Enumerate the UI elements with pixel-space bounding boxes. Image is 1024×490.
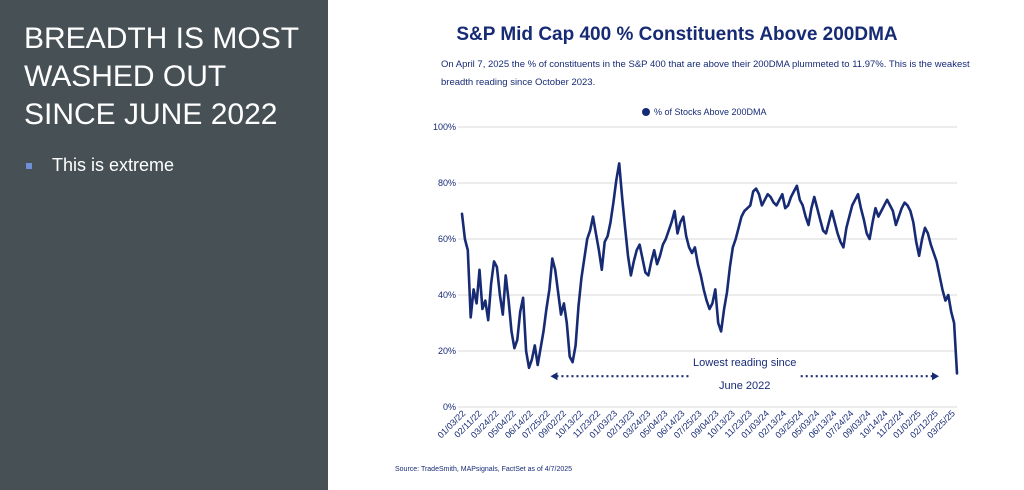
- arrowhead-left-icon: [550, 372, 558, 381]
- bullet-item: This is extreme: [26, 155, 174, 176]
- legend: % of Stocks Above 200DMA: [642, 107, 767, 117]
- y-tick-label: 0%: [443, 402, 456, 412]
- y-axis-ticks: 0% 20% 40% 60% 80% 100%: [433, 122, 456, 412]
- y-tick-label: 40%: [438, 290, 456, 300]
- y-tick-label: 80%: [438, 178, 456, 188]
- series-group: [460, 162, 959, 375]
- legend-marker: [642, 108, 650, 116]
- left-panel: BREADTH IS MOST WASHED OUT SINCE JUNE 20…: [0, 0, 328, 490]
- bullet-text: This is extreme: [52, 155, 175, 175]
- legend-label: % of Stocks Above 200DMA: [654, 107, 767, 117]
- y-tick-label: 60%: [438, 234, 456, 244]
- y-tick-label: 20%: [438, 346, 456, 356]
- arrowhead-right-icon: [932, 372, 939, 381]
- chart-source: Source: TradeSmith, MAPsignals, FactSet …: [395, 466, 573, 473]
- chart-title: S&P Mid Cap 400 % Constituents Above 200…: [456, 24, 898, 45]
- y-tick-label: 100%: [433, 122, 456, 132]
- chart-subtitle: On April 7, 2025 the % of constituents i…: [441, 59, 970, 88]
- slide-title: BREADTH IS MOST WASHED OUT SINCE JUNE 20…: [24, 22, 299, 131]
- series-line: [460, 162, 959, 375]
- bullet-marker-icon: [26, 162, 32, 169]
- annotation-text-line1: Lowest reading since: [693, 357, 796, 369]
- x-axis-ticks: 01/03/2202/11/2203/24/2205/04/2206/14/22…: [436, 408, 957, 440]
- annotation: Lowest reading since June 2022: [550, 357, 939, 392]
- annotation-text-line2: June 2022: [719, 380, 770, 392]
